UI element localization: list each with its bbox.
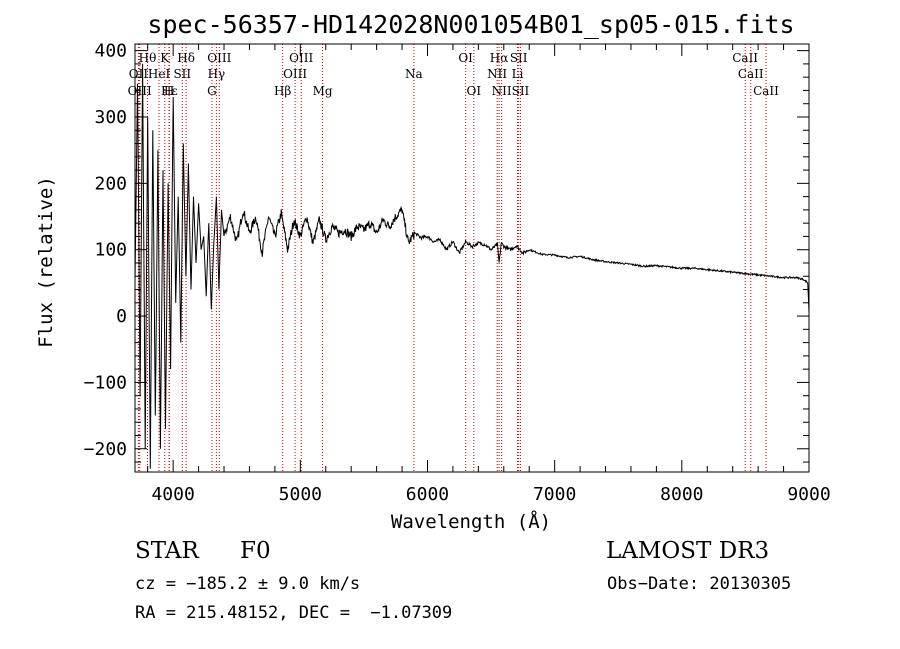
survey-name: LAMOST DR3: [606, 538, 770, 564]
line-marker-label-0: Hθ: [139, 51, 157, 65]
line-marker-label-2: Hδ: [177, 51, 195, 65]
line-marker-label-5: OI: [458, 51, 473, 65]
x-tick-label-4: 8000: [660, 484, 703, 505]
line-marker-label-18: OIII: [128, 84, 152, 98]
y-axis-label: Flux (relative): [35, 176, 57, 348]
line-marker-label-10: HeI: [148, 67, 171, 81]
y-tick-label-2: 0: [116, 306, 127, 327]
line-marker-label-23: Mg: [313, 84, 333, 98]
line-marker-label-11: SII: [173, 67, 191, 81]
line-marker-label-8: CaII: [732, 51, 758, 65]
line-marker-label-25: NII: [492, 84, 512, 98]
line-marker-label-4: OIII: [289, 51, 313, 65]
axis-ticks: 4000 5000 6000 7000 8000 9000 −200 −100 0 100 200 3…: [84, 41, 831, 505]
y-tick-label-4: 200: [94, 173, 127, 194]
x-tick-label-1: 5000: [279, 484, 322, 505]
line-marker-label-20: H: [164, 84, 174, 98]
line-marker-label-13: OIII: [283, 67, 307, 81]
y-tick-label-0: −200: [84, 439, 127, 460]
observation-date: Obs−Date: 20130305: [607, 574, 792, 594]
line-marker-label-22: Hβ: [274, 84, 291, 98]
x-tick-label-2: 6000: [406, 484, 449, 505]
sky-coordinates: RA = 215.48152, DEC = −1.07309: [135, 603, 453, 623]
line-marker-label-7: SII: [510, 51, 528, 65]
line-marker-label-12: Hγ: [208, 67, 226, 81]
line-marker-label-9: OII: [129, 67, 149, 81]
line-marker-label-15: NII: [487, 67, 507, 81]
line-marker-label-24: OI: [466, 84, 481, 98]
y-tick-label-6: 400: [94, 41, 127, 62]
line-marker-label-21: G: [207, 84, 217, 98]
object-class: STAR: [135, 538, 199, 564]
x-tick-label-5: 9000: [787, 484, 830, 505]
x-tick-label-3: 7000: [533, 484, 576, 505]
line-marker-label-14: Na: [405, 67, 423, 81]
y-tick-label-1: −100: [84, 372, 127, 393]
plot-frame: [134, 43, 810, 473]
line-marker-label-27: CaII: [753, 84, 779, 98]
x-axis-label: Wavelength (Å): [391, 510, 551, 533]
line-marker-label-19: Hε: [161, 84, 178, 98]
line-marker-label-17: CaII: [738, 67, 764, 81]
object-subclass: F0: [240, 538, 271, 564]
line-marker-label-16: Li: [512, 67, 524, 81]
line-marker-label-26: SII: [512, 84, 530, 98]
line-marker-label-6: Hα: [490, 51, 509, 65]
redshift-velocity: cz = −185.2 ± 9.0 km/s: [135, 574, 361, 594]
y-tick-label-5: 300: [94, 107, 127, 128]
chart-title: spec-56357-HD142028N001054B01_sp05-015.f…: [147, 10, 794, 39]
x-tick-label-0: 4000: [151, 484, 194, 505]
spectrum-series-line: [134, 63, 810, 469]
y-tick-label-3: 100: [94, 240, 127, 261]
line-marker-label-1: K: [160, 51, 170, 65]
line-marker-label-3: OIII: [207, 51, 231, 65]
